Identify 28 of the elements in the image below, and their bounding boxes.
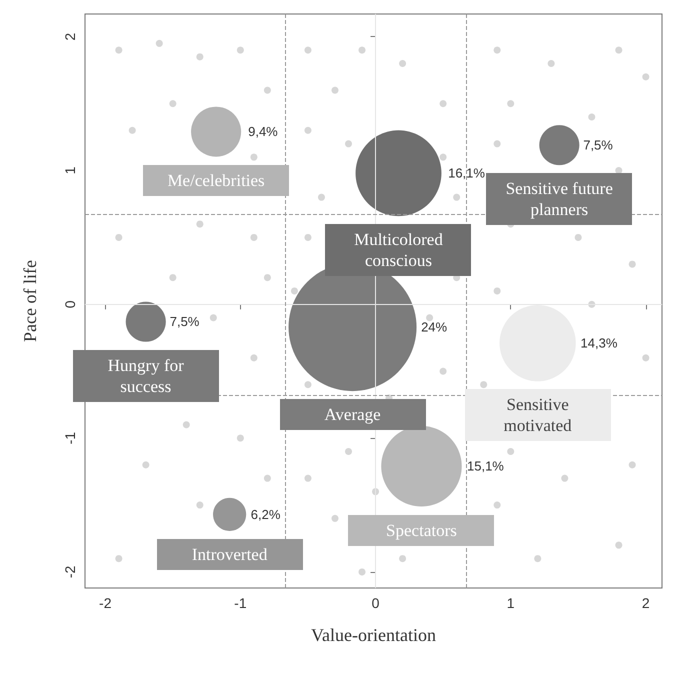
name-box: Multicolored conscious [325,224,472,276]
annotation: 24% [421,320,448,335]
y-tick-label: -2 [62,566,78,578]
y-tick-label: -1 [62,432,78,444]
name-box: Average [280,399,426,430]
y-axis-title: Pace of life [20,260,40,342]
annotation: 15,1% [467,458,504,474]
y-tick-label: 0 [62,300,78,308]
name-box: Hungry for success [72,350,219,402]
x-axis-title: Value-orientation [311,625,436,645]
x-tick-label: 0 [372,595,380,611]
x-tick-label: 2 [642,595,650,611]
annotation: 7,5% [583,138,614,153]
annotation: 16,1% [448,166,486,181]
annotation: 6,2% [250,506,281,522]
name-box: Me/celebrities [143,164,290,196]
name-box: Spectators [348,514,494,546]
name-box: Sensitive future planners [486,173,632,226]
x-tick-label: 1 [506,595,515,611]
x-tick-label: -2 [99,595,112,611]
name-box: Introverted [156,538,303,570]
annotation: 9,4% [248,124,278,140]
annotation: 7,5% [170,314,200,330]
x-tick-label: -1 [234,595,247,611]
annotation: 14,3% [580,336,618,351]
y-tick-label: 2 [62,32,78,41]
y-tick-label: 1 [62,166,78,174]
name-box: Sensitive motivated [464,389,611,442]
